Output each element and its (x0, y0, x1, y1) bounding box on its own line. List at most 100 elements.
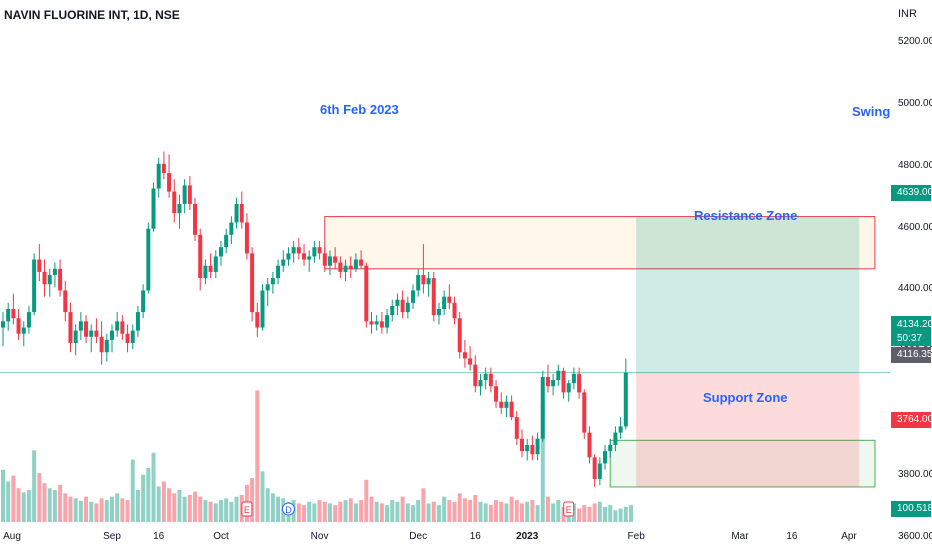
candle-body (379, 321, 384, 328)
time-tick: Nov (310, 531, 329, 542)
volume-bar (431, 501, 436, 522)
volume-bar (37, 473, 42, 522)
volume-bar (582, 505, 587, 522)
volume-bar (63, 493, 68, 522)
candle-body (535, 438, 540, 455)
candle-body (623, 372, 628, 427)
time-tick: Apr (841, 531, 857, 542)
volume-bar (151, 452, 156, 522)
volume-bar (32, 450, 37, 522)
candle-body (545, 376, 550, 387)
volume-bar (156, 486, 161, 522)
volume-bar (374, 501, 379, 522)
volume-bar (135, 489, 140, 522)
volume-bar (94, 503, 99, 522)
volume-bar (608, 505, 613, 522)
candle-body (6, 308, 11, 322)
volume-bar (52, 489, 57, 522)
candle-body (141, 290, 146, 313)
candle-body (618, 426, 623, 433)
candle-body (374, 321, 379, 325)
candle-body (120, 321, 125, 334)
volume-bar (520, 503, 524, 522)
currency-label: INR (898, 8, 917, 20)
candle-body (582, 392, 587, 433)
candle-body (364, 265, 369, 322)
volume-bar (343, 500, 348, 522)
volume-bar (213, 503, 218, 522)
volume-bar (457, 493, 462, 522)
volume-bar (618, 508, 623, 522)
candle-body (333, 256, 338, 263)
volume-bar (411, 505, 416, 522)
time-tick: Sep (103, 531, 121, 542)
volume-bar (556, 500, 561, 522)
candle-body (250, 253, 255, 313)
candle-body (312, 247, 317, 257)
candle-body (265, 284, 270, 291)
candle-body (239, 203, 244, 223)
candle-body (234, 203, 239, 223)
candle-body (198, 234, 203, 279)
volume-bar (551, 503, 556, 522)
volume-bar (167, 488, 172, 522)
volume-bar (623, 506, 628, 522)
time-tick: 2023 (516, 531, 539, 542)
volume-bar (125, 500, 130, 522)
swing-annotation: Swing (852, 104, 891, 119)
volume-bar (187, 495, 192, 522)
candle-body (255, 312, 260, 328)
volume-bar (99, 498, 104, 522)
volume-bar (509, 496, 514, 522)
volume-bar (68, 496, 73, 522)
candle-body (125, 333, 130, 343)
candle-body (504, 401, 509, 408)
candle-body (343, 265, 348, 272)
candle-body (540, 376, 545, 439)
resistance-zone-label: Resistance Zone (694, 208, 798, 223)
candle-body (104, 339, 109, 353)
time-tick: 16 (153, 531, 165, 542)
volume-bar (525, 501, 530, 522)
candle-body (193, 203, 198, 235)
price-tick: 4800.00 (898, 159, 932, 171)
candle-body (488, 373, 493, 387)
volume-bar (16, 488, 21, 522)
candle-body (281, 259, 286, 266)
candle-body (571, 373, 576, 384)
candle-body (338, 262, 343, 272)
earnings-marker (563, 501, 575, 517)
volume-bar (478, 501, 483, 522)
volume-bar (468, 500, 473, 522)
candle-body (1, 321, 5, 328)
price-tick: 3800.00 (898, 468, 932, 480)
volume-bar (442, 496, 447, 522)
candle-body (442, 296, 447, 309)
candle-body (525, 444, 530, 452)
volume-bar (597, 501, 602, 522)
volume-bar (390, 500, 395, 522)
volume-bar (193, 491, 198, 522)
candle-body (94, 330, 99, 337)
candle-body (556, 370, 561, 381)
candle-body (468, 358, 473, 365)
time-tick: Oct (213, 531, 229, 542)
volume-bar (182, 496, 187, 522)
resistance-price-badge: 4639.00 (891, 185, 932, 201)
candle-body (52, 268, 57, 275)
volume-bar (21, 492, 26, 522)
volume-bar (141, 474, 146, 522)
candle-body (78, 321, 83, 331)
candle-body (68, 312, 73, 343)
candle-body (405, 302, 410, 313)
volume-bar (514, 500, 519, 522)
volume-bar (276, 496, 281, 522)
candle-body (566, 383, 571, 393)
candle-body (327, 256, 332, 266)
candle-body (447, 296, 452, 303)
event-label: E (244, 505, 250, 515)
candle-body (291, 247, 296, 254)
candle-body (494, 386, 499, 402)
volume-bar (312, 503, 317, 522)
